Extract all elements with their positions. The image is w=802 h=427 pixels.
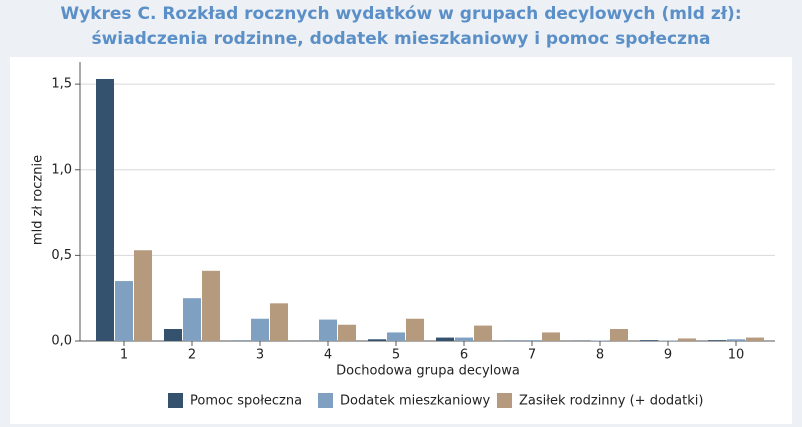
bar [338,324,356,341]
bar [436,337,454,341]
legend-label: Zasiłek rodzinny (+ dodatki) [519,394,703,409]
y-tick-label: 1,5 [51,77,72,92]
x-tick-label: 1 [120,348,128,363]
bar [115,281,133,341]
bar [232,340,250,341]
bar [542,332,560,341]
y-tick-label: 0,0 [51,334,72,349]
legend-swatch [497,393,512,408]
x-tick-label: 9 [664,348,672,363]
bar [708,340,726,341]
legend-swatch [168,393,183,408]
bar [474,325,492,341]
x-tick-label: 8 [596,348,604,363]
plot-panel [10,57,792,424]
bar [610,329,628,341]
bar [96,78,114,342]
bar [746,337,764,341]
bar [504,340,522,341]
bar [455,337,473,341]
x-tick-label: 7 [528,348,536,363]
bar [591,340,609,341]
bar [134,250,152,341]
x-tick-label: 6 [460,348,468,363]
bar [183,298,201,341]
chart-title: Wykres C. Rozkład rocznych wydatków w gr… [60,4,741,24]
bar [202,270,220,341]
y-axis-label: mld zł rocznie [31,155,46,245]
y-tick-label: 0,5 [51,248,72,263]
bar [678,338,696,341]
x-tick-label: 5 [392,348,400,363]
bar [319,319,337,341]
y-tick-label: 1,0 [51,162,72,177]
legend-label: Pomoc społeczna [190,394,302,409]
legend-label: Dodatek mieszkaniowy [340,394,491,409]
bar [387,332,405,341]
bar [659,340,677,341]
bar [572,340,590,341]
x-tick-label: 4 [324,348,332,363]
x-axis-label: Dochodowa grupa decylowa [336,364,520,379]
legend-swatch [318,393,333,408]
bar [523,340,541,341]
bar [406,318,424,341]
x-tick-label: 10 [728,348,745,363]
bar [270,303,288,341]
bar [251,318,269,341]
chart-title: świadczenia rodzinne, dodatek mieszkanio… [91,29,710,49]
x-tick-label: 3 [256,348,264,363]
bar [300,340,318,341]
bar [727,339,745,341]
bar [368,339,386,341]
bar [164,329,182,341]
x-tick-label: 2 [188,348,196,363]
bar [640,340,658,341]
